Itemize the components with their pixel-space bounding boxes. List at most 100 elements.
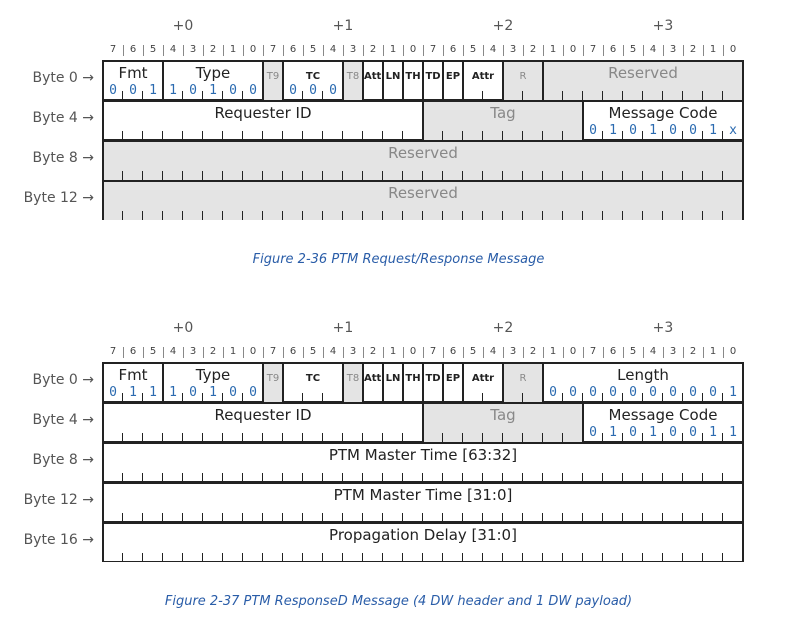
bit-separator [463, 45, 464, 56]
bit-number: 3 [349, 44, 357, 55]
field-name: Requester ID [214, 104, 312, 122]
bit-tick [302, 433, 303, 442]
bit-tick [222, 513, 223, 522]
bit-tick [242, 171, 243, 180]
bit-separator [203, 347, 204, 358]
bit-tick [582, 473, 583, 482]
reserved12-field: Reserved [102, 180, 744, 220]
bit-value: 1 [609, 425, 617, 440]
bit-number: 1 [229, 346, 237, 357]
bit-tick [362, 433, 363, 442]
bit-number: 2 [369, 346, 377, 357]
bit-separator [223, 347, 224, 358]
bit-number: 5 [149, 346, 157, 357]
figure-caption: Figure 2-37 PTM ResponseD Message (4 DW … [164, 594, 633, 609]
bit-number-row: 7 6 5 4 3 2 1 0 7 6 5 4 3 2 1 0 7 6 5 4 3 2 1 0 7 6 5 4 3 2 1 0 [103, 344, 743, 360]
bit-tick [342, 131, 343, 140]
bit-tick [402, 513, 403, 522]
bit-tick [462, 553, 463, 562]
byte-offset-header: +1 [332, 320, 354, 336]
prop-delay-field: Propagation Delay [31:0] [102, 522, 744, 562]
bit-tick [182, 171, 183, 180]
bit-tick [122, 553, 123, 562]
attr-a-field: Attr [362, 362, 384, 402]
bit-separator [143, 347, 144, 358]
bit-separator [163, 45, 164, 56]
bit-tick [362, 211, 363, 220]
bit-separator [183, 347, 184, 358]
bit-separator [703, 347, 704, 358]
bit-tick [602, 553, 603, 562]
field-name: Reserved [388, 184, 458, 202]
bit-tick [322, 171, 323, 180]
bit-tick [622, 171, 623, 180]
bit-tick [302, 211, 303, 220]
bit-tick [182, 553, 183, 562]
bit-separator [423, 347, 424, 358]
bit-tick [642, 433, 643, 442]
bit-tick [602, 393, 603, 402]
bit-tick [702, 211, 703, 220]
t9-field: T9 [262, 362, 284, 402]
row-label: Byte 0 → [32, 70, 94, 86]
bit-tick [622, 91, 623, 100]
bit-tick [242, 433, 243, 442]
bit-tick [662, 211, 663, 220]
bit-value: 0 [189, 83, 197, 98]
bit-value: 1 [709, 123, 717, 138]
dword-row: PTM Master Time [31:0] [102, 482, 744, 522]
bit-separator [183, 45, 184, 56]
field-name: Length [617, 366, 669, 384]
bit-tick [702, 513, 703, 522]
bit-number: 3 [349, 346, 357, 357]
bit-tick [722, 513, 723, 522]
field-name: Attr [471, 373, 495, 384]
bit-tick [262, 171, 263, 180]
bit-separator [283, 45, 284, 56]
bit-tick [562, 473, 563, 482]
bit-tick [382, 211, 383, 220]
bit-tick [502, 433, 503, 442]
bit-number: 7 [109, 44, 117, 55]
bit-number: 6 [449, 346, 457, 357]
bit-number: 0 [569, 44, 577, 55]
bit-separator [463, 347, 464, 358]
bit-tick [522, 211, 523, 220]
field-name: Message Code [608, 406, 718, 424]
bit-number: 0 [569, 346, 577, 357]
field-name: TH [405, 71, 421, 82]
bit-tick [642, 211, 643, 220]
bit-tick [382, 171, 383, 180]
bit-tick [522, 131, 523, 140]
bit-tick [282, 433, 283, 442]
bit-tick [242, 91, 243, 100]
bit-tick [402, 433, 403, 442]
bit-tick [142, 433, 143, 442]
bit-separator [143, 45, 144, 56]
bit-tick [482, 171, 483, 180]
bit-tick [542, 433, 543, 442]
bit-tick [582, 513, 583, 522]
bit-tick [642, 393, 643, 402]
dword-row: Reserved [102, 140, 744, 180]
bit-separator [223, 45, 224, 56]
field-name: EP [445, 373, 461, 384]
bit-tick [442, 211, 443, 220]
bit-separator [523, 347, 524, 358]
bit-tick [582, 171, 583, 180]
bit-tick [562, 553, 563, 562]
bit-tick [602, 473, 603, 482]
field-name: LN [385, 373, 401, 384]
bit-number: 1 [549, 44, 557, 55]
bit-number: 6 [289, 44, 297, 55]
t8-field: T8 [342, 60, 364, 100]
bit-tick [222, 211, 223, 220]
bit-tick [382, 513, 383, 522]
bit-tick [582, 91, 583, 100]
bit-tick [682, 91, 683, 100]
bit-tick [722, 393, 723, 402]
type-field: Type 1 0 1 0 0 [162, 362, 264, 402]
bit-separator [363, 45, 364, 56]
bit-tick [322, 91, 323, 100]
